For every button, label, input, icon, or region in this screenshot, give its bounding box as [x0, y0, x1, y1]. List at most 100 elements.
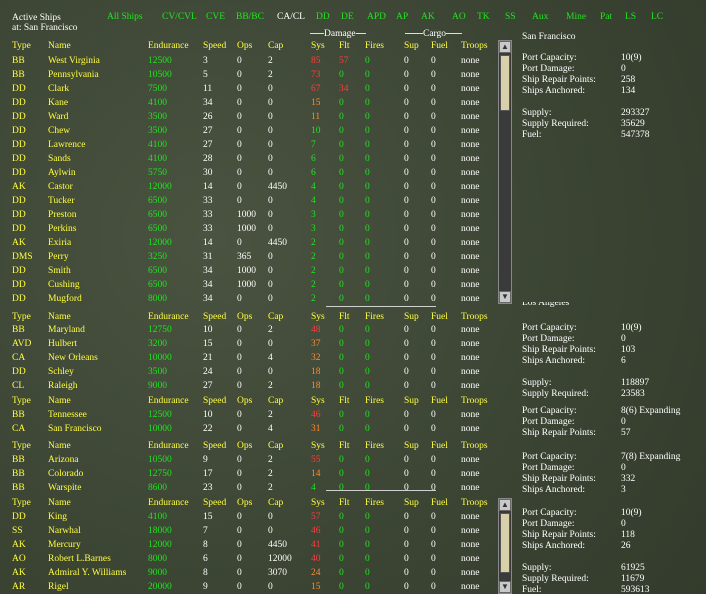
cell-name[interactable]: Tennessee: [48, 410, 87, 420]
cell-name[interactable]: Clark: [48, 84, 70, 94]
ship-row[interactable]: DD Tucker 6500 33 0 0 4 0 0 0 0 none: [0, 196, 498, 208]
column-header-sys[interactable]: Sys: [311, 498, 325, 508]
column-header-troops[interactable]: Troops: [461, 498, 488, 508]
column-header-type[interactable]: Type: [12, 498, 31, 508]
ship-row[interactable]: DD Clark 7500 11 0 0 67 34 0 0 0 none: [0, 84, 498, 96]
column-header-sys[interactable]: Sys: [311, 312, 325, 322]
column-header-endurance[interactable]: Endurance: [148, 312, 189, 322]
column-header-cap[interactable]: Cap: [268, 41, 284, 51]
cell-name[interactable]: Lawrence: [48, 140, 86, 150]
column-header-name[interactable]: Name: [48, 312, 71, 322]
column-header-ops[interactable]: Ops: [237, 441, 253, 451]
column-header-sys[interactable]: Sys: [311, 396, 325, 406]
column-header-fires[interactable]: Fires: [365, 396, 384, 406]
ship-row[interactable]: CA New Orleans 10000 21 0 4 32 0 0 0 0 none: [0, 353, 498, 365]
column-header-flt[interactable]: Flt: [339, 41, 350, 51]
cell-name[interactable]: Rigel: [48, 582, 69, 592]
cell-name[interactable]: West Virginia: [48, 56, 100, 66]
ship-row[interactable]: DD Sands 4100 28 0 0 6 0 0 0 0 none: [0, 154, 498, 166]
column-header-sys[interactable]: Sys: [311, 441, 325, 451]
column-header-fires[interactable]: Fires: [365, 441, 384, 451]
cell-name[interactable]: Castor: [48, 182, 73, 192]
tab-pat[interactable]: Pat: [600, 12, 613, 22]
ship-row[interactable]: AVD Hulbert 3200 15 0 0 37 0 0 0 0 none: [0, 339, 498, 351]
cell-name[interactable]: Kane: [48, 98, 69, 108]
tab-ak[interactable]: AK: [421, 12, 435, 22]
tab-ap[interactable]: AP: [396, 12, 409, 22]
ship-row[interactable]: CA San Francisco 10000 22 0 4 31 0 0 0 0 none: [0, 424, 498, 436]
cell-name[interactable]: Maryland: [48, 325, 85, 335]
cell-name[interactable]: Mugford: [48, 294, 82, 304]
column-header-fuel[interactable]: Fuel: [431, 498, 448, 508]
cell-name[interactable]: Warspite: [48, 483, 82, 493]
cell-name[interactable]: Chew: [48, 126, 71, 136]
lower-list-scrollbar[interactable]: ▲ ▼: [498, 498, 512, 594]
cell-name[interactable]: Raleigh: [48, 381, 78, 391]
column-header-ops[interactable]: Ops: [237, 41, 253, 51]
ship-row[interactable]: DD King 4100 15 0 0 57 0 0 0 0 none: [0, 512, 498, 524]
scroll-up-icon[interactable]: ▲: [499, 41, 511, 53]
column-header-type[interactable]: Type: [12, 312, 31, 322]
tab-lc[interactable]: LC: [651, 12, 664, 22]
tab-ao[interactable]: AO: [452, 12, 466, 22]
column-header-endurance[interactable]: Endurance: [148, 441, 189, 451]
cell-name[interactable]: Smith: [48, 266, 71, 276]
column-header-fires[interactable]: Fires: [365, 41, 384, 51]
cell-name[interactable]: Admiral Y. Williams: [48, 568, 127, 578]
column-header-troops[interactable]: Troops: [461, 41, 488, 51]
column-header-fuel[interactable]: Fuel: [431, 41, 448, 51]
column-header-cap[interactable]: Cap: [268, 441, 284, 451]
column-header-sys[interactable]: Sys: [311, 41, 325, 51]
ship-row[interactable]: BB Warspite 8600 23 0 2 4 0 0 0 0 none: [0, 483, 498, 495]
column-header-endurance[interactable]: Endurance: [148, 41, 189, 51]
tab-tk[interactable]: TK: [477, 12, 490, 22]
cell-name[interactable]: Colorado: [48, 469, 84, 479]
column-header-flt[interactable]: Flt: [339, 441, 350, 451]
ship-row[interactable]: SS Narwhal 18000 7 0 0 46 0 0 0 0 none: [0, 526, 498, 538]
column-header-sup[interactable]: Sup: [404, 41, 419, 51]
tab-ca-cl[interactable]: CA/CL: [277, 12, 305, 22]
cell-name[interactable]: Narwhal: [48, 526, 81, 536]
ship-row[interactable]: AK Mercury 12000 8 0 4450 41 0 0 0 0 none: [0, 540, 498, 552]
column-header-type[interactable]: Type: [12, 441, 31, 451]
cell-name[interactable]: Ward: [48, 112, 69, 122]
column-header-cap[interactable]: Cap: [268, 396, 284, 406]
cell-name[interactable]: Exiria: [48, 238, 72, 248]
cell-name[interactable]: Tucker: [48, 196, 75, 206]
scroll-thumb[interactable]: [500, 513, 510, 573]
column-header-speed[interactable]: Speed: [203, 498, 227, 508]
cell-name[interactable]: Hulbert: [48, 339, 78, 349]
ship-row[interactable]: DD Kane 4100 34 0 0 15 0 0 0 0 none: [0, 98, 498, 110]
column-header-speed[interactable]: Speed: [203, 312, 227, 322]
ship-row[interactable]: BB West Virginia 12500 3 0 2 85 57 0 0 0 none: [0, 56, 498, 68]
column-header-speed[interactable]: Speed: [203, 441, 227, 451]
cell-name[interactable]: Pennsylvania: [48, 70, 99, 80]
column-header-cap[interactable]: Cap: [268, 498, 284, 508]
column-header-type[interactable]: Type: [12, 396, 31, 406]
cell-name[interactable]: Arizona: [48, 455, 79, 465]
ship-row[interactable]: DD Ward 3500 26 0 0 11 0 0 0 0 none: [0, 112, 498, 124]
ship-row[interactable]: BB Maryland 12750 10 0 2 48 0 0 0 0 none: [0, 325, 498, 337]
column-header-sup[interactable]: Sup: [404, 441, 419, 451]
cell-name[interactable]: Preston: [48, 210, 77, 220]
ship-row[interactable]: AR Rigel 20000 9 0 0 15 0 0 0 0 none: [0, 582, 498, 594]
ship-row[interactable]: DD Schley 3500 24 0 0 18 0 0 0 0 none: [0, 367, 498, 379]
column-header-fuel[interactable]: Fuel: [431, 396, 448, 406]
column-header-endurance[interactable]: Endurance: [148, 396, 189, 406]
column-header-ops[interactable]: Ops: [237, 396, 253, 406]
tab-cve[interactable]: CVE: [206, 12, 225, 22]
column-header-name[interactable]: Name: [48, 498, 71, 508]
column-header-name[interactable]: Name: [48, 41, 71, 51]
cell-name[interactable]: King: [48, 512, 67, 522]
tab-ss[interactable]: SS: [505, 12, 516, 22]
tab-apd[interactable]: APD: [367, 12, 387, 22]
column-header-troops[interactable]: Troops: [461, 312, 488, 322]
ship-row[interactable]: BB Colorado 12750 17 0 2 14 0 0 0 0 none: [0, 469, 498, 481]
ship-row[interactable]: AO Robert L.Barnes 8000 6 0 12000 40 0 0 0 0 none: [0, 554, 498, 566]
cell-name[interactable]: San Francisco: [48, 424, 102, 434]
column-header-flt[interactable]: Flt: [339, 498, 350, 508]
cell-name[interactable]: Mercury: [48, 540, 81, 550]
column-header-troops[interactable]: Troops: [461, 396, 488, 406]
column-header-ops[interactable]: Ops: [237, 498, 253, 508]
ship-row[interactable]: DMS Perry 3250 31 365 0 2 0 0 0 0 none: [0, 252, 498, 264]
